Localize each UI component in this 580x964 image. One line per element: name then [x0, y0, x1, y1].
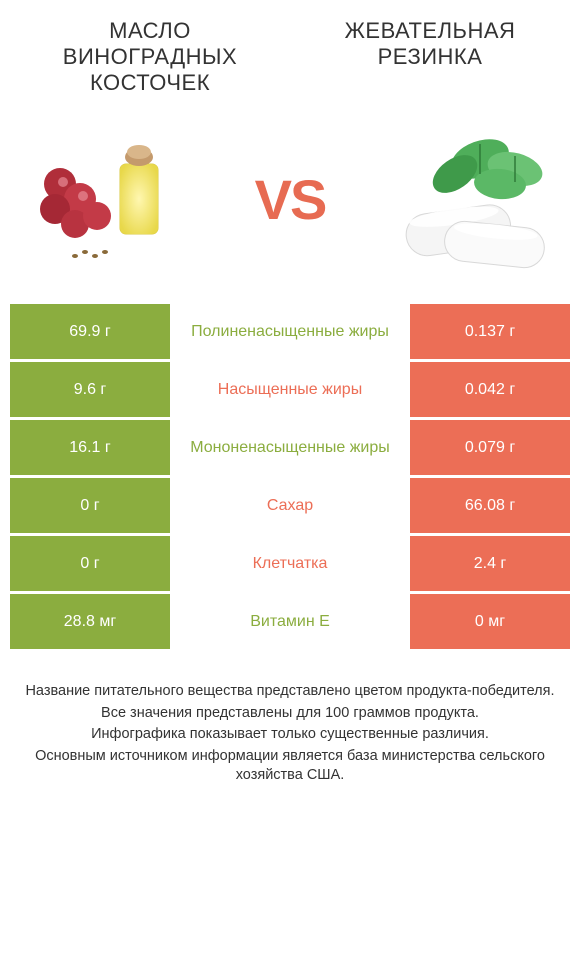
footer-line: Все значения представлены для 100 граммо…	[20, 704, 560, 724]
nutrient-label: Сахар	[170, 478, 410, 533]
left-value: 9.6 г	[10, 362, 170, 417]
right-product-title: ЖЕВАТЕЛЬНАЯ РЕЗИНКА	[301, 18, 559, 96]
left-product-title: МАСЛО ВИНОГРАДНЫХ КОСТОЧЕК	[21, 18, 279, 96]
right-value: 2.4 г	[410, 536, 570, 591]
nutrient-label: Витамин E	[170, 594, 410, 649]
right-value: 0.137 г	[410, 304, 570, 359]
footer-notes: Название питательного вещества представл…	[0, 652, 580, 798]
left-value: 69.9 г	[10, 304, 170, 359]
gum-mint-icon	[360, 124, 560, 274]
nutrient-label: Насыщенные жиры	[170, 362, 410, 417]
left-value: 0 г	[10, 536, 170, 591]
table-row: 0 г Сахар 66.08 г	[10, 478, 570, 533]
grape-oil-icon	[25, 124, 215, 274]
vs-label: VS	[255, 167, 326, 232]
nutrient-label: Мононенасыщенные жиры	[170, 420, 410, 475]
left-product-image	[20, 119, 220, 279]
left-value: 16.1 г	[10, 420, 170, 475]
comparison-table: 69.9 г Полиненасыщенные жиры 0.137 г 9.6…	[0, 304, 580, 649]
footer-line: Название питательного вещества представл…	[20, 682, 560, 702]
nutrient-label: Клетчатка	[170, 536, 410, 591]
right-value: 0.042 г	[410, 362, 570, 417]
table-row: 0 г Клетчатка 2.4 г	[10, 536, 570, 591]
left-value: 0 г	[10, 478, 170, 533]
header: МАСЛО ВИНОГРАДНЫХ КОСТОЧЕК ЖЕВАТЕЛЬНАЯ Р…	[0, 0, 580, 104]
table-row: 28.8 мг Витамин E 0 мг	[10, 594, 570, 649]
table-row: 16.1 г Мононенасыщенные жиры 0.079 г	[10, 420, 570, 475]
right-value: 66.08 г	[410, 478, 570, 533]
right-value: 0 мг	[410, 594, 570, 649]
table-row: 9.6 г Насыщенные жиры 0.042 г	[10, 362, 570, 417]
footer-line: Инфографика показывает только существенн…	[20, 725, 560, 745]
footer-line: Основным источником информации является …	[20, 747, 560, 786]
right-value: 0.079 г	[410, 420, 570, 475]
left-value: 28.8 мг	[10, 594, 170, 649]
right-product-image	[360, 119, 560, 279]
nutrient-label: Полиненасыщенные жиры	[170, 304, 410, 359]
table-row: 69.9 г Полиненасыщенные жиры 0.137 г	[10, 304, 570, 359]
product-images-row: VS	[0, 104, 580, 304]
